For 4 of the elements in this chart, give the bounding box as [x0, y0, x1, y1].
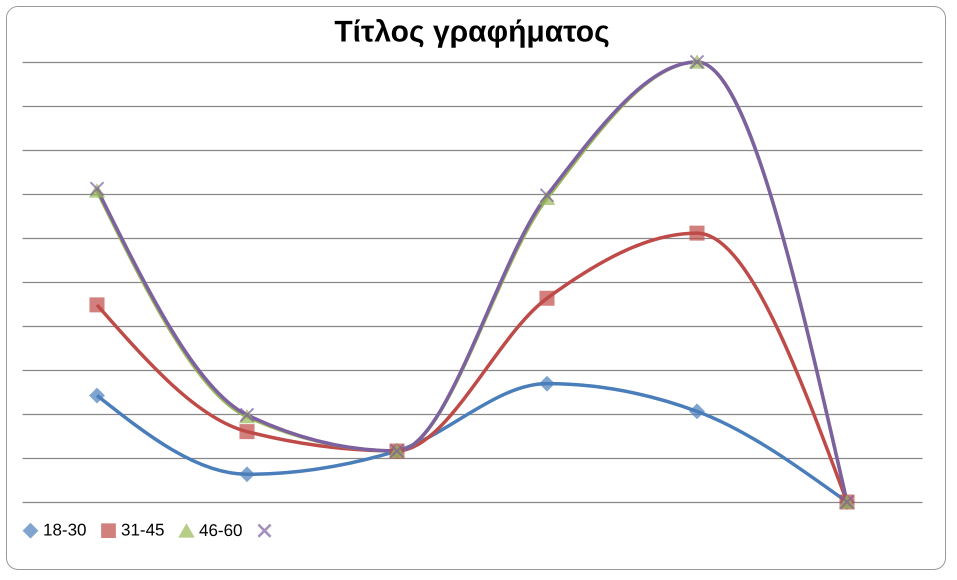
- legend-label: 46-60: [199, 521, 242, 540]
- legend-label: 18-30: [43, 520, 86, 540]
- chart-title: Τίτλος γραφήματος: [334, 15, 610, 48]
- legend-label: 31-45: [121, 520, 164, 540]
